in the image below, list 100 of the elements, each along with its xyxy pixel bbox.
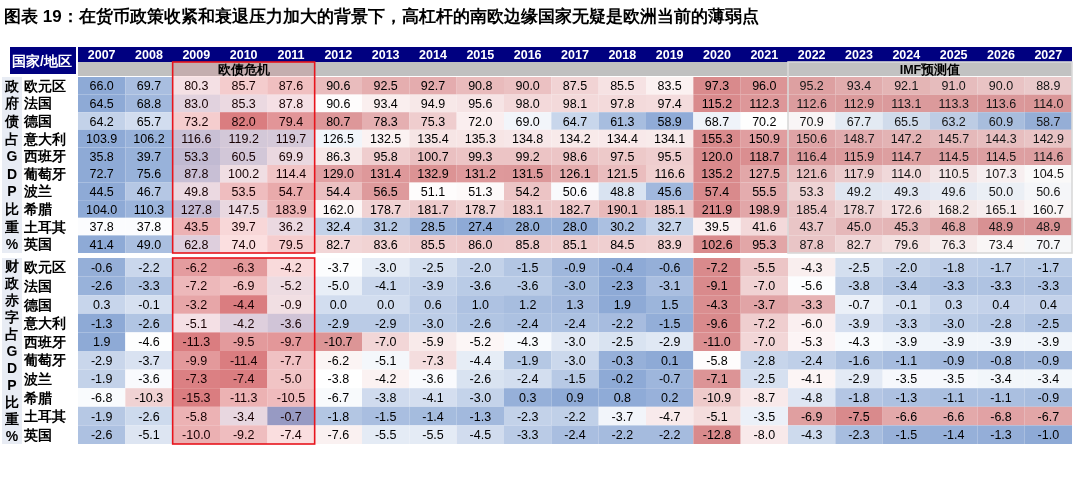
data-label: -2.6 xyxy=(138,409,160,424)
data-label: -1.3 xyxy=(990,428,1012,443)
x-tick-label: 2016 xyxy=(513,48,542,62)
data-label: -3.0 xyxy=(422,316,444,331)
data-label: -1.5 xyxy=(374,409,397,424)
data-label: 91.0 xyxy=(941,79,966,94)
data-label: 198.9 xyxy=(748,202,781,217)
data-label: -9.2 xyxy=(232,428,255,443)
data-label: 98.6 xyxy=(562,149,588,164)
data-label: 48.8 xyxy=(610,184,635,199)
data-label: -2.9 xyxy=(327,316,350,331)
data-label: -3.9 xyxy=(422,279,444,294)
data-label: 92.1 xyxy=(894,79,919,94)
data-label: 79.6 xyxy=(894,237,919,252)
data-label: -1.4 xyxy=(422,409,444,424)
data-label: 90.0 xyxy=(988,79,1014,94)
data-label: 50.0 xyxy=(988,184,1014,199)
data-label: 118.7 xyxy=(749,149,780,164)
data-label: 102.6 xyxy=(701,237,733,252)
data-label: 28.0 xyxy=(562,220,588,235)
data-label: 85.5 xyxy=(610,79,635,94)
data-label: -4.2 xyxy=(232,316,255,331)
data-label: 134.2 xyxy=(559,132,591,147)
data-label: -7.2 xyxy=(753,316,776,331)
data-label: -0.3 xyxy=(611,353,634,368)
data-label: -7.4 xyxy=(280,428,302,443)
data-label: 162.0 xyxy=(322,202,355,217)
data-label: -0.6 xyxy=(658,260,681,275)
data-label: -2.4 xyxy=(516,372,539,387)
data-label: -2.2 xyxy=(138,260,160,275)
data-label: 112.3 xyxy=(749,96,780,111)
data-label: 90.8 xyxy=(468,79,493,94)
x-tick-label: 2017 xyxy=(561,48,589,62)
data-label: -2.6 xyxy=(90,279,113,294)
data-label: 57.4 xyxy=(704,184,730,199)
data-label: 41.6 xyxy=(752,220,777,235)
data-label: 116.6 xyxy=(181,132,212,147)
data-label: 72.0 xyxy=(468,114,493,129)
data-label: -3.6 xyxy=(280,316,302,331)
data-label: 68.8 xyxy=(136,96,162,111)
data-label: 0.8 xyxy=(613,391,632,405)
data-label: -5.1 xyxy=(185,316,208,331)
x-tick-label: 2012 xyxy=(324,48,353,62)
data-label: -2.8 xyxy=(753,353,776,368)
data-label: -6.2 xyxy=(185,260,208,275)
data-label: -6.6 xyxy=(895,409,918,424)
data-label: 135.2 xyxy=(701,167,733,182)
data-label: -7.3 xyxy=(185,372,208,387)
data-label: 0.1 xyxy=(660,353,679,368)
data-label: 85.5 xyxy=(420,237,446,252)
data-label: 0.3 xyxy=(944,298,963,312)
text: 国家/地区 xyxy=(12,53,72,69)
data-label: 119.7 xyxy=(275,132,307,147)
data-label: 48.9 xyxy=(988,220,1014,235)
data-label: 129.0 xyxy=(322,167,355,182)
data-label: -2.6 xyxy=(469,316,492,331)
data-label: 106.2 xyxy=(133,132,165,147)
data-label: 85.7 xyxy=(231,79,256,94)
data-label: 86.3 xyxy=(326,149,351,164)
data-label: 53.3 xyxy=(799,184,824,199)
data-label: -2.5 xyxy=(848,260,870,275)
data-label: 58.7 xyxy=(1036,114,1061,129)
data-label: 0.3 xyxy=(518,391,537,405)
data-label: -1.3 xyxy=(469,409,492,424)
data-label: -2.5 xyxy=(422,260,444,275)
data-label: 134.8 xyxy=(512,132,544,147)
data-label: 87.8 xyxy=(278,96,304,111)
data-label: -10.9 xyxy=(702,391,732,405)
data-label: 172.6 xyxy=(890,202,923,217)
data-label: -2.9 xyxy=(848,372,870,387)
data-label: 54.7 xyxy=(278,184,304,199)
data-label: 97.8 xyxy=(610,96,635,111)
data-label: 134.4 xyxy=(606,132,639,147)
data-label: 1.0 xyxy=(471,298,490,312)
data-label: 0.0 xyxy=(329,298,348,312)
data-label: -3.0 xyxy=(564,279,586,294)
data-label: -6.7 xyxy=(327,391,350,405)
data-label: -4.2 xyxy=(280,260,302,275)
data-label: -3.5 xyxy=(753,409,776,424)
data-label: -1.5 xyxy=(658,316,681,331)
data-label: 82.7 xyxy=(326,237,351,252)
data-label: -0.9 xyxy=(280,298,302,312)
data-label: -10.3 xyxy=(134,391,164,405)
data-label: -3.3 xyxy=(942,279,965,294)
data-label: 49.6 xyxy=(941,184,966,199)
y-tick-label: 意大利 xyxy=(23,315,66,332)
data-label: -1.6 xyxy=(848,353,870,368)
data-label: 145.7 xyxy=(938,132,970,147)
data-label: 28.5 xyxy=(420,220,446,235)
data-label: 112.6 xyxy=(796,96,827,111)
x-tick-label: 2027 xyxy=(1034,48,1063,62)
data-label: -7.5 xyxy=(848,409,870,424)
data-label: -1.0 xyxy=(1037,428,1060,443)
data-label: -5.1 xyxy=(138,428,160,443)
data-label: 43.5 xyxy=(184,220,209,235)
data-label: 83.0 xyxy=(184,96,209,111)
data-label: -4.4 xyxy=(469,353,492,368)
x-tick-label: 2021 xyxy=(750,48,779,62)
data-label: -10.5 xyxy=(276,391,306,405)
data-label: 46.7 xyxy=(136,184,162,199)
